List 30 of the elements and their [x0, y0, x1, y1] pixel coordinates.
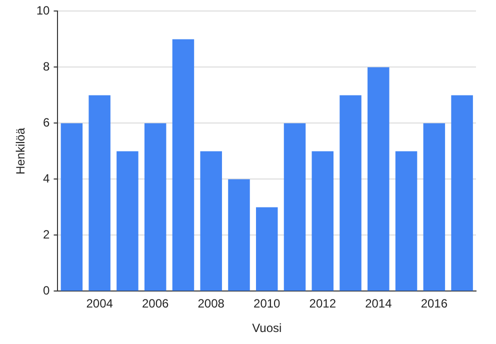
x-tick-label: 2006: [142, 296, 170, 311]
y-tick-label: 6: [43, 116, 50, 130]
bar: [451, 95, 473, 291]
bar: [144, 123, 166, 291]
x-tick-label: 2004: [86, 296, 114, 311]
bar: [116, 151, 138, 291]
bar: [340, 95, 362, 291]
bar: [228, 179, 250, 291]
bar: [284, 123, 306, 291]
x-tick-label: 2010: [254, 296, 281, 311]
y-axis-title: Henkilöä: [14, 128, 28, 175]
x-tick-label: 2008: [198, 296, 225, 311]
bar: [60, 123, 83, 291]
bar: [172, 39, 194, 291]
x-axis-title: Vuosi: [252, 321, 282, 336]
y-tick-label: 0: [43, 284, 50, 298]
x-tick-label: 2014: [365, 296, 392, 311]
bar: [312, 151, 334, 291]
bar: [200, 151, 222, 291]
y-tick-label: 2: [43, 228, 50, 242]
bar: [368, 67, 390, 291]
bar: [88, 95, 110, 291]
y-tick-label: 4: [43, 172, 50, 186]
y-tick-label: 10: [36, 4, 50, 18]
bar: [256, 207, 278, 291]
y-tick-label: 8: [43, 60, 50, 74]
x-tick-label: 2016: [420, 296, 448, 311]
x-tick-label: 2012: [309, 296, 336, 311]
bar: [395, 151, 418, 291]
bar: [423, 123, 446, 291]
